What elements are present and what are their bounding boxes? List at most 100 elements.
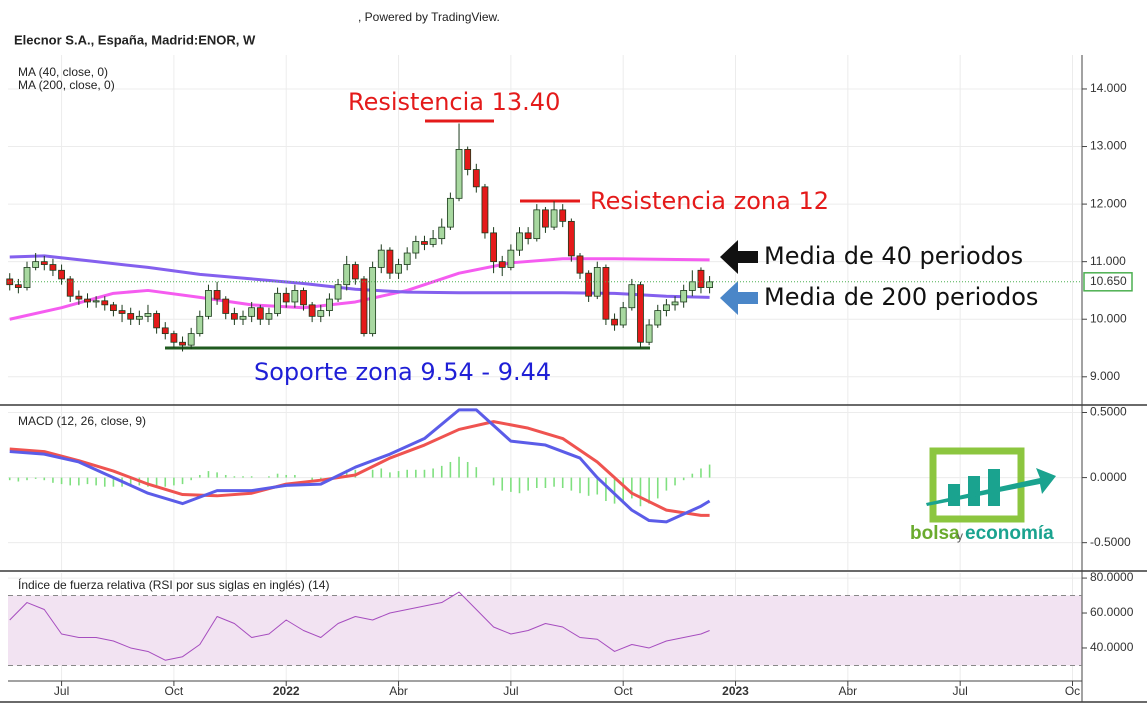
- candle-body: [455, 149, 463, 199]
- x-tick-label: Abr: [839, 684, 858, 698]
- histogram-bar: [250, 476, 253, 478]
- histogram-bar: [397, 471, 400, 478]
- candle-body: [429, 238, 437, 245]
- histogram-bar: [294, 474, 296, 478]
- candle-body: [628, 284, 636, 309]
- logo-bar: [968, 476, 980, 506]
- histogram-bar: [501, 477, 504, 491]
- histogram-bar: [415, 469, 417, 478]
- histogram-bar: [173, 477, 175, 486]
- candle-body: [161, 327, 169, 335]
- histogram-bar: [631, 477, 633, 499]
- y-tick-label: 13.000: [1090, 139, 1127, 153]
- histogram-bar: [665, 477, 668, 491]
- histogram-bar: [112, 477, 115, 487]
- candle-body: [170, 333, 178, 343]
- candle-body: [697, 269, 705, 288]
- candle-body: [334, 284, 342, 300]
- macd-title: MACD (12, 26, close, 9): [18, 414, 146, 428]
- candle-body: [360, 278, 368, 335]
- candle-body: [671, 301, 679, 306]
- candle-body: [395, 264, 402, 274]
- histogram-bar: [199, 474, 201, 478]
- candle-body: [196, 315, 204, 335]
- candle-body: [403, 252, 411, 265]
- histogram-bar: [8, 477, 11, 481]
- candle-body: [498, 261, 506, 268]
- candle-body: [84, 298, 91, 303]
- histogram-bar: [579, 477, 581, 494]
- histogram-bar: [440, 465, 443, 478]
- histogram-bar: [691, 473, 694, 478]
- candle-body: [533, 209, 541, 240]
- candle-body: [230, 313, 238, 320]
- y-tick-label: -0.5000: [1090, 535, 1131, 549]
- histogram-bar: [674, 477, 676, 486]
- candle-body: [559, 209, 567, 222]
- histogram-bar: [527, 477, 529, 491]
- histogram-bar: [147, 477, 149, 487]
- arrow-blue: [720, 281, 758, 315]
- histogram-bar: [570, 477, 573, 491]
- histogram-bar: [268, 476, 270, 478]
- x-tick-label: Jul: [54, 684, 69, 698]
- candle-body: [153, 313, 161, 329]
- legend-entry: MA (40, close, 0): [18, 65, 108, 79]
- histogram-bar: [648, 477, 650, 504]
- histogram-bar: [155, 477, 158, 487]
- histogram-bar: [639, 477, 642, 507]
- histogram-bar: [380, 468, 383, 478]
- candle-body: [464, 149, 472, 170]
- candle-body: [619, 307, 627, 326]
- candle-body: [118, 310, 126, 314]
- y-tick-label: 11.000: [1090, 254, 1126, 268]
- y-tick-label: 0.0000: [1090, 470, 1127, 484]
- candle-body: [516, 232, 523, 251]
- candle-body: [369, 267, 377, 335]
- candle-body: [58, 269, 65, 280]
- candle-body: [593, 267, 601, 297]
- histogram-bar: [708, 464, 711, 478]
- histogram-bar: [69, 477, 72, 486]
- rsi-title: Índice de fuerza relativa (RSI por sus s…: [18, 577, 329, 592]
- histogram-bar: [510, 477, 512, 492]
- candle-body: [688, 281, 696, 291]
- histogram-bar: [458, 456, 460, 478]
- histogram-bar: [553, 477, 555, 487]
- histogram-bar: [17, 477, 20, 482]
- legend-entry: MA (200, close, 0): [18, 78, 115, 92]
- candle-body: [144, 313, 152, 317]
- candle-body: [602, 267, 610, 320]
- histogram-bar: [466, 461, 469, 478]
- histogram-bar: [622, 477, 624, 504]
- chart-title: Elecnor S.A., España, Madrid:ENOR, W: [14, 32, 256, 47]
- logo-word: economía: [965, 523, 1054, 544]
- x-tick-label: Oct: [165, 684, 184, 698]
- histogram-bar: [561, 477, 564, 488]
- histogram-bar: [224, 474, 227, 478]
- candle-body: [14, 284, 22, 288]
- candle-body: [291, 290, 299, 303]
- histogram-bar: [311, 477, 313, 481]
- x-tick-label: 2023: [722, 684, 749, 698]
- histogram-bar: [345, 469, 348, 478]
- histogram-bar: [656, 477, 659, 499]
- candle-body: [542, 209, 549, 228]
- candle-body: [412, 241, 420, 254]
- histogram-bar: [449, 461, 452, 478]
- line-series: [9, 420, 710, 517]
- y-tick-label: 10.000: [1090, 311, 1127, 325]
- histogram-bar: [26, 477, 28, 481]
- x-tick-label: Oct: [614, 684, 633, 698]
- histogram-bar: [181, 477, 184, 485]
- y-tick-label: 40.0000: [1090, 640, 1134, 654]
- x-tick-label: Oc: [1065, 684, 1080, 698]
- logo-arrow: [926, 468, 1056, 506]
- histogram-bar: [164, 477, 167, 487]
- logo-word: bolsa: [910, 523, 960, 544]
- candle-body: [585, 272, 593, 297]
- histogram-bar: [700, 468, 702, 478]
- histogram-bar: [52, 477, 54, 483]
- candle-body: [377, 249, 385, 268]
- candle-body: [248, 307, 256, 317]
